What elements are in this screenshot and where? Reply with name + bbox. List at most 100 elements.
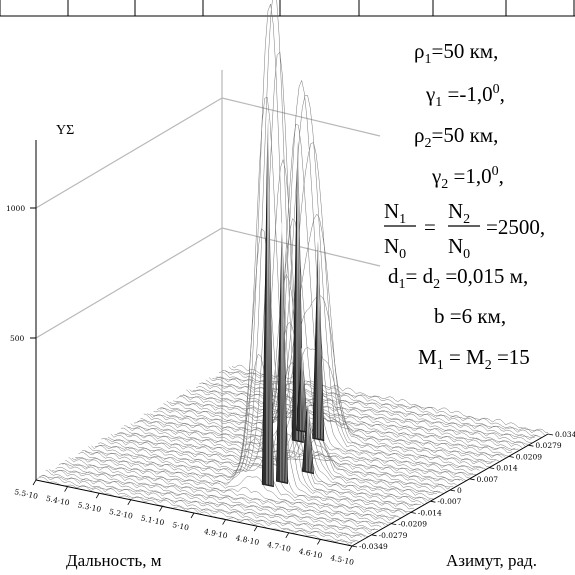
y-tick-label: 0 <box>457 486 462 495</box>
peak-highlight <box>307 402 313 473</box>
surface-line <box>84 228 402 519</box>
x-tick-mark <box>317 539 321 545</box>
x-tick-mark <box>222 519 226 525</box>
x-tick-mark <box>190 512 195 519</box>
peak-highlight <box>307 402 312 473</box>
x-tick-label: 5·10 <box>172 520 190 532</box>
x-tick-label: 5.5·10 <box>14 487 39 501</box>
ann-gamma1: γ1 =-1,00, <box>425 82 505 110</box>
peak-highlight <box>301 348 307 432</box>
surface-line <box>179 394 496 463</box>
surface-line <box>52 470 369 537</box>
ann-rho1: ρ1=50 км, <box>414 39 498 67</box>
y-tick-mark <box>391 523 397 525</box>
surface-line <box>208 377 526 447</box>
x-axis-label: Дальность, м <box>66 551 162 570</box>
surface-line <box>78 438 395 521</box>
y-tick-label: 0.0279 <box>535 441 561 450</box>
x-tick-label: 5.4·10 <box>45 494 70 508</box>
surface-line <box>166 213 483 469</box>
z-tick-1000: 1000 <box>6 204 25 213</box>
y-tick-mark <box>528 444 534 447</box>
surface-line <box>55 466 372 535</box>
y-axis-label: Азимут, рад. <box>446 551 537 570</box>
y-tick-mark <box>371 534 377 537</box>
ann-n1: N1 <box>384 199 406 227</box>
y-tick-mark <box>430 500 436 503</box>
surface-line <box>182 394 500 462</box>
top-frame <box>0 0 575 17</box>
surface-line <box>192 389 509 457</box>
peak-highlight <box>295 142 298 440</box>
surface-line <box>225 370 542 438</box>
x-ticks: 5.5·10 5.4·10 5.3·10 5.2·10 5.1·10 5·10 4.9·10… <box>14 479 355 567</box>
surface-line <box>150 218 467 481</box>
x-tick-mark <box>64 486 68 492</box>
ann-n0-b: N0 <box>448 234 470 262</box>
surface-line <box>94 0 411 513</box>
peak-highlight <box>281 222 287 483</box>
surface-line <box>68 456 385 526</box>
peak-highlight <box>318 241 322 439</box>
ann-m: M1 = M2 =15 <box>418 345 530 373</box>
y-tick-label: 0.0209 <box>516 452 542 461</box>
surface-line <box>160 95 477 475</box>
peak-highlight <box>281 222 286 482</box>
surface-line <box>202 383 519 450</box>
x-tick-mark <box>159 506 163 512</box>
ann-eq2: =2500, <box>486 215 545 239</box>
peak-highlight <box>267 118 273 486</box>
surface-line <box>137 419 454 488</box>
surface-line <box>186 389 503 458</box>
y-tick-mark <box>489 467 495 469</box>
surface-line <box>62 463 379 531</box>
peak-highlight <box>301 348 306 432</box>
x-tick-label: 5.3·10 <box>77 500 102 514</box>
x-tick-label: 4.8·10 <box>235 533 260 547</box>
ann-n2: N2 <box>448 199 470 227</box>
y-tick-label: -0.0349 <box>359 542 388 551</box>
y-tick-label: -0.007 <box>437 497 461 506</box>
surface-line <box>169 295 487 470</box>
x-tick-label: 5.2·10 <box>108 507 133 521</box>
x-tick-label: 4.6·10 <box>298 547 323 561</box>
y-tick-mark <box>410 512 416 514</box>
peak-highlight <box>307 402 310 472</box>
peak-highlight <box>318 241 324 440</box>
peak-highlight <box>318 241 320 439</box>
surface-line <box>45 469 362 538</box>
ann-gamma2: γ2 =1,00, <box>431 164 504 192</box>
x-tick-mark <box>285 532 290 539</box>
y-tick-label: -0.014 <box>418 508 442 517</box>
ann-b: b =6 км, <box>434 304 506 328</box>
y-tick-mark <box>351 545 358 548</box>
surface-peaks <box>261 118 325 488</box>
surface-line <box>117 399 434 500</box>
y-tick-label: 0.014 <box>496 464 518 473</box>
surface-line <box>42 474 359 542</box>
y-tick-label: 0.007 <box>477 475 499 484</box>
y-tick-label: -0.0209 <box>398 520 427 529</box>
ann-eq1: = <box>424 215 436 239</box>
peak-highlight <box>267 118 270 485</box>
y-tick-mark <box>547 433 554 436</box>
surface-line <box>130 423 447 492</box>
surface-line <box>156 79 474 476</box>
ann-n0-a: N0 <box>384 234 406 262</box>
z-tick-500: 500 <box>10 334 25 343</box>
y-tick-label: 0.0349 <box>555 430 575 439</box>
surface-line <box>196 386 513 453</box>
surface-line <box>199 382 516 451</box>
z-axis-label: YΣ <box>56 123 74 138</box>
x-tick-label: 4.5·10 <box>330 553 355 567</box>
x-tick-mark <box>32 479 37 486</box>
surface-line <box>163 142 480 471</box>
y-tick-mark <box>469 478 475 481</box>
surface-line <box>39 475 356 544</box>
surface-line <box>88 96 405 515</box>
parameter-annotation: ρ1=50 км, γ1 =-1,00, ρ2=50 км, γ2 =1,00,… <box>384 39 545 373</box>
surface-line <box>101 158 418 507</box>
peak-highlight <box>266 118 269 485</box>
surface-line <box>205 379 523 448</box>
